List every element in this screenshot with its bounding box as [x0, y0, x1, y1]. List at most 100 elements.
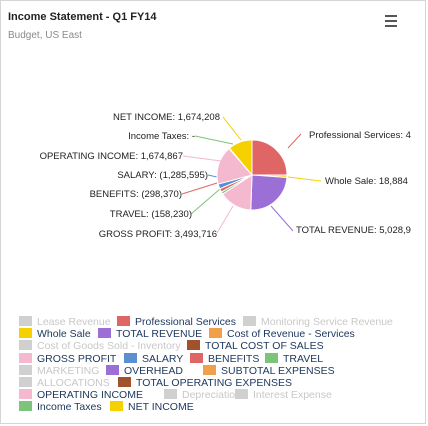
legend-swatch: [117, 316, 130, 326]
legend-item-operating-income[interactable]: OPERATING INCOME: [19, 389, 143, 401]
legend-item-subtotal-expenses[interactable]: SUBTOTAL EXPENSES: [203, 364, 335, 377]
legend-swatch: [203, 364, 216, 375]
legend-item-interest-expense[interactable]: Interest Expense: [235, 389, 332, 401]
hamburger-menu-icon[interactable]: [383, 15, 399, 29]
leader-line: [182, 155, 222, 162]
legend-item-depreciation[interactable]: Depreciation: [164, 389, 241, 401]
legend-label: NET INCOME: [128, 401, 194, 414]
legend-swatch: [19, 352, 32, 363]
legend-row: MARKETING OVERHEAD SUBTOTAL EXPENSES: [19, 364, 423, 377]
legend-label: Cost of Revenue - Services: [227, 328, 355, 341]
leader-line: [181, 182, 218, 195]
legend-item-salary[interactable]: SALARY: [124, 352, 184, 365]
legend-swatch: [110, 401, 123, 412]
legend-swatch: [19, 376, 32, 387]
legend-item-total-cost-of-sales[interactable]: TOTAL COST OF SALES: [187, 340, 324, 352]
legend-swatch: [19, 389, 32, 400]
legend-row: Cost of Goods Sold - Inventory TOTAL COST…: [19, 340, 423, 352]
legend-label: OPERATING INCOME: [37, 389, 143, 402]
pie-slice-total-revenue[interactable]: [250, 174, 288, 211]
legend-label: SUBTOTAL EXPENSES: [221, 364, 335, 377]
legend-swatch: [19, 401, 32, 412]
legend-label: Income Taxes: [37, 401, 102, 414]
legend-item-marketing[interactable]: MARKETING: [19, 364, 100, 377]
legend-row: ALLOCATIONS TOTAL OPERATING EXPENSES: [19, 376, 423, 389]
legend-label: SALARY: [142, 352, 184, 365]
leader-line: [270, 205, 294, 232]
legend-label: Whole Sale: [37, 328, 91, 341]
data-label: BENEFITS: (298,370): [90, 189, 182, 200]
leader-line: [190, 188, 221, 215]
data-label: TRAVEL: (158,230): [110, 209, 192, 220]
legend-label: Interest Expense: [253, 389, 332, 402]
legend-label: BENEFITS: [208, 352, 260, 365]
legend-item-net-income[interactable]: NET INCOME: [110, 401, 194, 413]
legend-label: TRAVEL: [283, 352, 324, 365]
legend-item-monitoring-service-revenue[interactable]: Monitoring Service Revenue: [243, 316, 393, 328]
leader-line: [216, 205, 234, 234]
legend-item-professional-services[interactable]: Professional Services: [117, 316, 236, 328]
legend-item-allocations[interactable]: ALLOCATIONS: [19, 376, 110, 389]
legend-item-total-operating-expenses[interactable]: TOTAL OPERATING EXPENSES: [118, 376, 292, 389]
legend-item-overhead[interactable]: OVERHEAD: [106, 364, 183, 377]
data-label: Whole Sale: 18,884: [325, 176, 408, 187]
data-label: TOTAL REVENUE: 5,028,9: [296, 225, 411, 236]
legend-swatch: [187, 340, 200, 351]
data-label: GROSS PROFIT: 3,493,716: [99, 229, 217, 240]
pie-chart: Professional Services: 4 Whole Sale: 18,8…: [40, 112, 411, 240]
legend-item-travel[interactable]: TRAVEL: [265, 352, 324, 365]
data-label: Professional Services: 4: [309, 130, 411, 141]
legend-label: Depreciation: [182, 389, 241, 402]
legend-swatch: [265, 352, 278, 363]
legend-row: GROSS PROFIT SALARY BENEFITS TRAVEL: [19, 352, 423, 365]
legend-label: Lease Revenue: [37, 316, 111, 328]
legend-label: Cost of Goods Sold - Inventory: [37, 340, 181, 353]
leader-line: [207, 174, 218, 178]
legend-item-whole-sale[interactable]: Whole Sale: [19, 328, 91, 340]
legend-label: TOTAL COST OF SALES: [205, 340, 324, 353]
legend-label: GROSS PROFIT: [37, 352, 117, 365]
legend-row: Lease Revenue Professional Services Monito…: [19, 316, 423, 328]
legend-item-cost-of-goods-sold-inventory[interactable]: Cost of Goods Sold - Inventory: [19, 340, 181, 352]
legend-swatch: [124, 352, 137, 363]
legend-swatch: [235, 389, 248, 400]
legend-label: Professional Services: [135, 316, 236, 328]
legend-row: Whole Sale TOTAL REVENUE Cost of Revenue -…: [19, 328, 423, 340]
data-label: OPERATING INCOME: 1,674,867: [40, 151, 183, 162]
legend-label: ALLOCATIONS: [37, 376, 110, 389]
legend-item-total-revenue[interactable]: TOTAL REVENUE: [98, 328, 202, 340]
legend-row: OPERATING INCOME Depreciation Interest Exp…: [19, 389, 423, 401]
legend-label: TOTAL OPERATING EXPENSES: [136, 376, 292, 389]
legend-label: TOTAL REVENUE: [116, 328, 203, 341]
data-label: SALARY: (1,285,595): [117, 170, 208, 181]
leader-line: [194, 135, 234, 145]
leader-line: [222, 116, 242, 141]
chart-title: Income Statement - Q1 FY14: [8, 11, 157, 23]
legend-swatch: [98, 328, 111, 339]
legend-label: MARKETING: [37, 364, 100, 377]
legend-swatch: [243, 316, 256, 326]
legend-swatch: [19, 328, 32, 339]
legend-item-benefits[interactable]: BENEFITS: [190, 352, 260, 365]
pie-slice-net-income[interactable]: [228, 139, 253, 177]
legend-item-lease-revenue[interactable]: Lease Revenue: [19, 316, 111, 328]
pie-slice-professional-services[interactable]: [251, 139, 288, 176]
legend-swatch: [19, 316, 32, 326]
chart-subtitle: Budget, US East: [8, 30, 82, 41]
legend-swatch: [19, 364, 32, 375]
legend-swatch: [209, 328, 222, 339]
legend-label: OVERHEAD: [124, 364, 183, 377]
chart-legend: Lease Revenue Professional Services Monito…: [19, 316, 423, 414]
legend-item-income-taxes[interactable]: Income Taxes: [19, 401, 102, 413]
leader-line: [287, 176, 322, 182]
legend-row: Income Taxes NET INCOME: [19, 401, 423, 413]
legend-label: Monitoring Service Revenue: [261, 316, 393, 328]
legend-swatch: [164, 389, 177, 400]
data-label: Income Taxes: -: [128, 131, 195, 142]
data-label: NET INCOME: 1,674,208: [113, 112, 220, 123]
legend-swatch: [19, 340, 32, 351]
leader-line: [287, 133, 302, 149]
legend-item-gross-profit[interactable]: GROSS PROFIT: [19, 352, 117, 365]
legend-item-cost-of-revenue-services[interactable]: Cost of Revenue - Services: [209, 328, 355, 340]
